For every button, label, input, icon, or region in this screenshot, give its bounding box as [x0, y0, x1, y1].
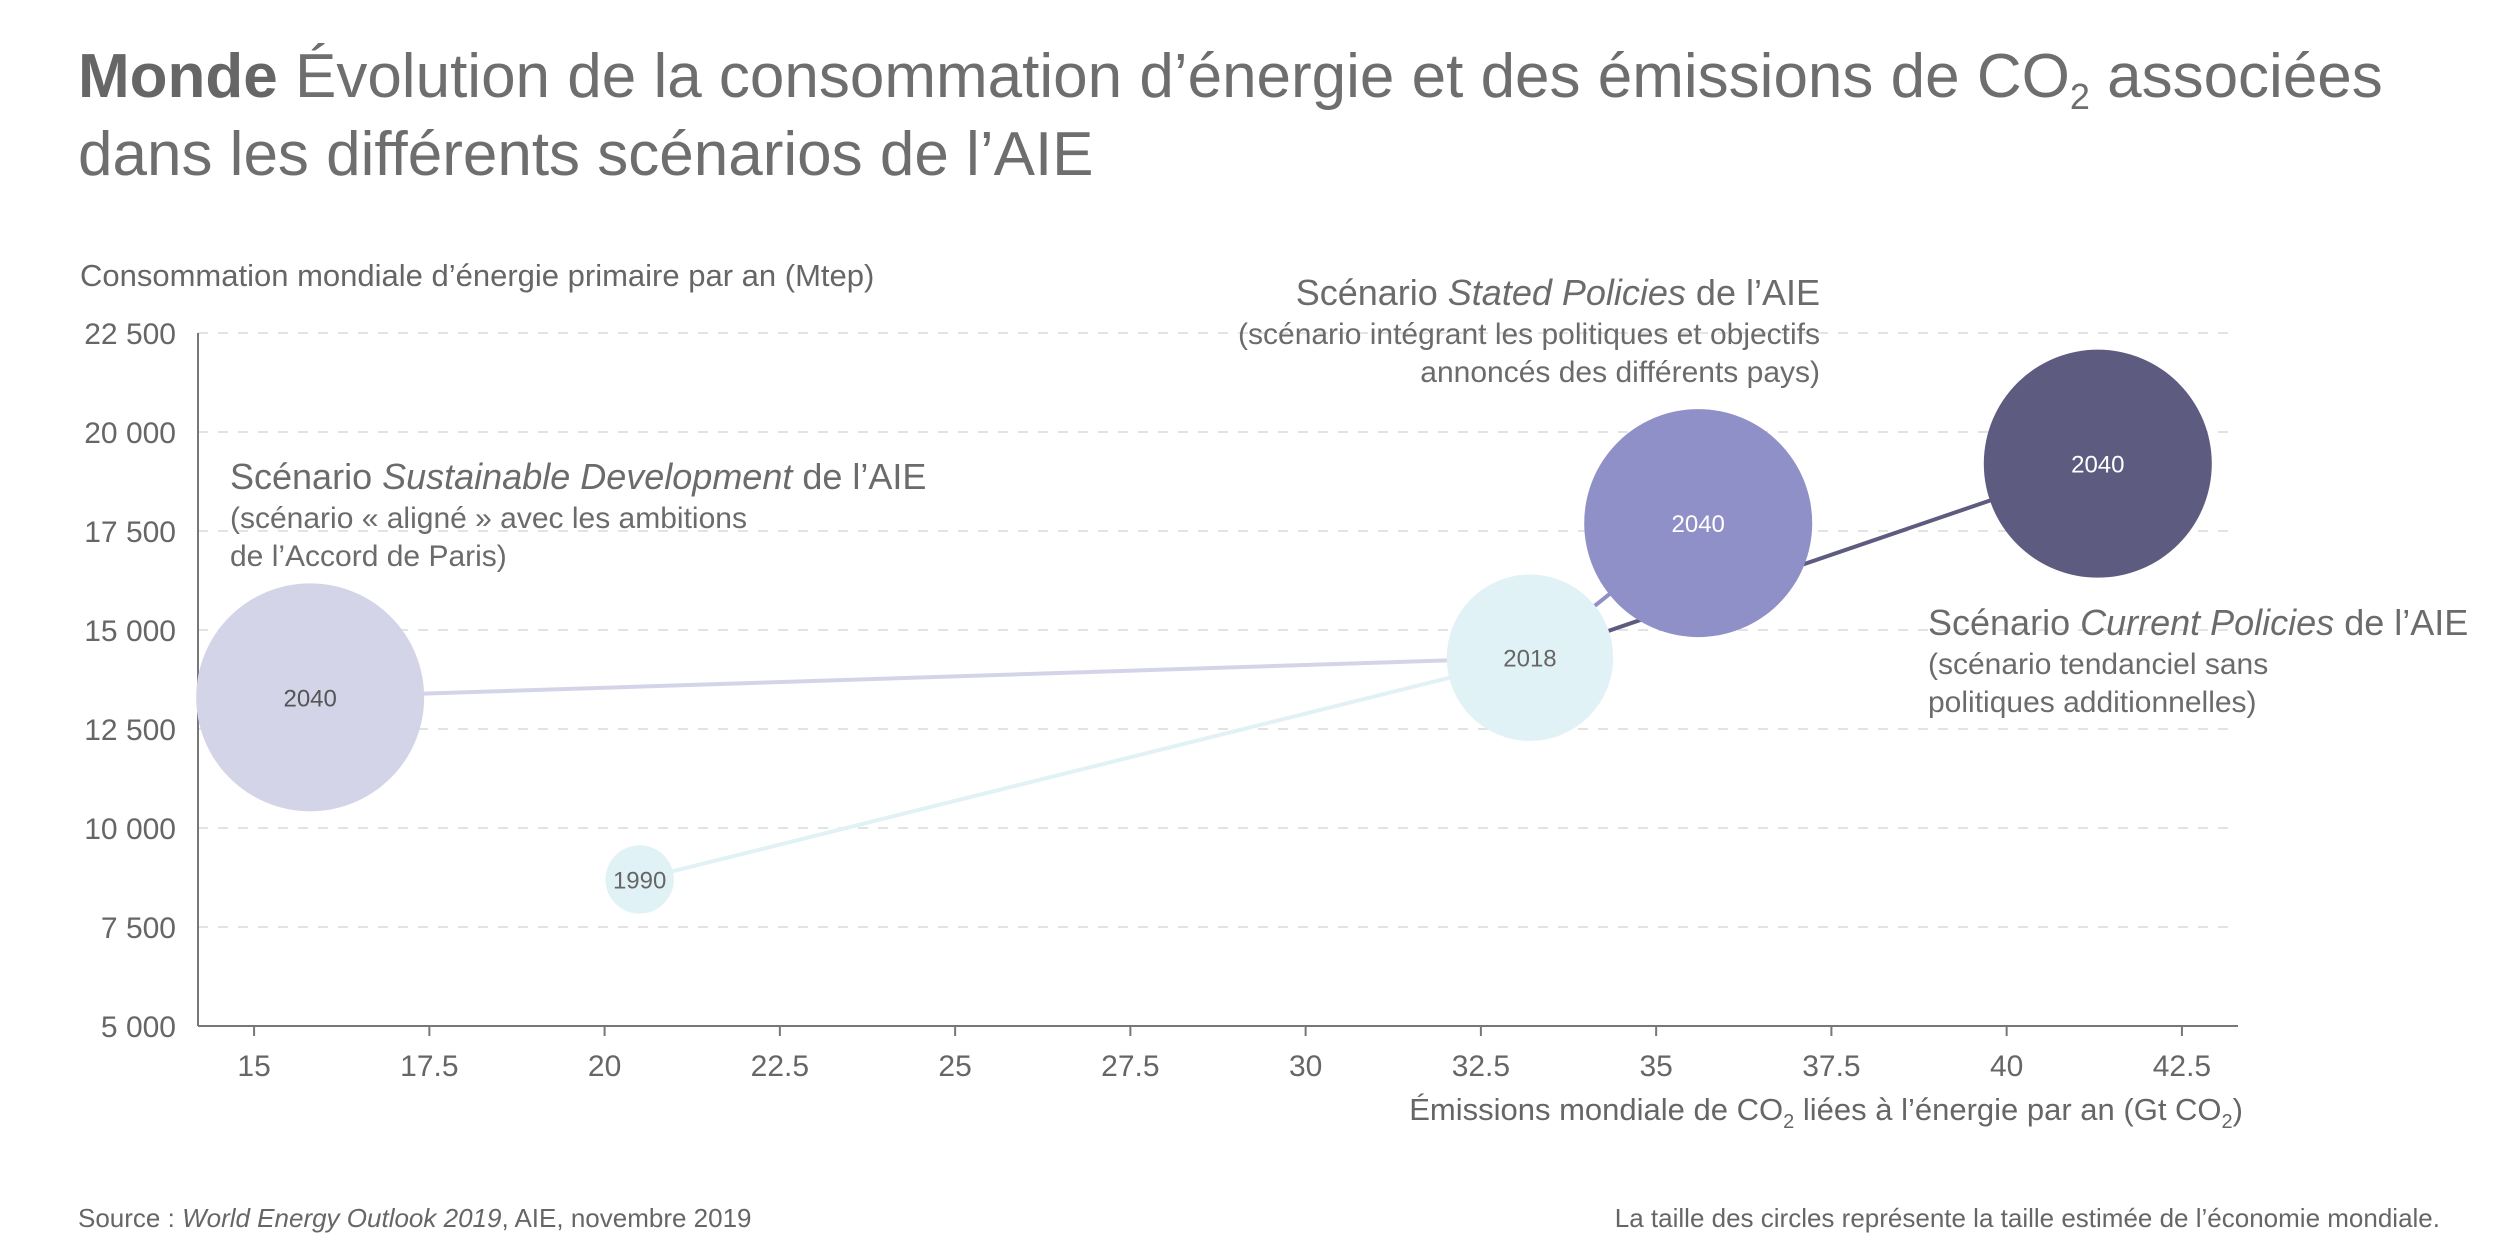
annotation-sd-heading: Scénario Sustainable Development de l’AI…: [230, 454, 990, 500]
x-tick-label: 42.5: [2153, 1050, 2211, 1083]
x-tick-label: 15: [237, 1050, 270, 1083]
x-axis-label-sub2: 2: [2221, 1111, 2233, 1133]
x-tick-label: 27.5: [1101, 1050, 1159, 1083]
title-region: Monde: [78, 42, 278, 111]
x-tick-label: 30: [1289, 1050, 1322, 1083]
title-text-end: associées dans les différents scénarios …: [78, 42, 2383, 189]
x-axis-label-end: ): [2232, 1092, 2243, 1127]
y-tick-label: 5 000: [101, 1011, 176, 1044]
annotation-sd-suffix: de l’AIE: [792, 456, 927, 497]
x-tick-label: 40: [1990, 1050, 2023, 1083]
x-tick-label: 22.5: [751, 1050, 809, 1083]
x-axis-label: Émissions mondiale de CO2 liées à l’éner…: [1409, 1092, 2243, 1132]
annotation-cp-italic: Current Policies: [2080, 602, 2335, 643]
source-note: Source : World Energy Outlook 2019, AIE,…: [78, 1203, 752, 1234]
annotation-sd-italic: Sustainable Development: [382, 456, 793, 497]
source-suffix: , AIE, novembre 2019: [501, 1203, 752, 1233]
annotation-cp-heading: Scénario Current Policies de l’AIE: [1928, 600, 2488, 646]
title-text: Évolution de la consommation d’énergie e…: [277, 42, 2070, 111]
connection-line: [639, 655, 1531, 882]
x-axis-label-sub: 2: [1783, 1111, 1795, 1133]
y-tick-label: 20 000: [84, 417, 176, 450]
bubble-p1990: [605, 845, 674, 914]
annotation-sp-heading: Scénario Stated Policies de l’AIE: [1060, 270, 1820, 316]
x-axis-label-text: Émissions mondiale de CO: [1409, 1092, 1784, 1127]
y-tick-label: 12 500: [84, 714, 176, 747]
x-axis-label-mid: liées à l’énergie par an (Gt CO: [1794, 1092, 2222, 1127]
bubble-label: 2040: [2071, 452, 2124, 479]
chart-title: Monde Évolution de la consommation d’éne…: [78, 38, 2458, 194]
annotation-cp-line2: politiques additionnelles): [1928, 686, 2257, 719]
annotation-cp-suffix: de l’AIE: [2334, 602, 2469, 643]
x-tick-label: 35: [1639, 1050, 1672, 1083]
x-tick-label: 17.5: [400, 1050, 458, 1083]
annotation-sd-line2: de l’Accord de Paris): [230, 540, 507, 573]
x-tick-label: 20: [588, 1050, 621, 1083]
bubble-label: 2040: [1672, 511, 1725, 538]
y-axis-label: Consommation mondiale d’énergie primaire…: [80, 258, 875, 293]
annotation-sp-prefix: Scénario: [1295, 272, 1448, 313]
connection-line: [310, 655, 1531, 700]
bubble-sp2040: [1584, 409, 1813, 638]
source-publication: World Energy Outlook 2019: [182, 1203, 502, 1233]
y-tick-label: 22 500: [84, 318, 176, 351]
annotation-current-policies: Scénario Current Policies de l’AIE (scén…: [1928, 600, 2488, 722]
x-tick-label: 25: [938, 1050, 971, 1083]
bubble-label: 2040: [283, 685, 336, 712]
axes: 5 000 7 500 10 000 12 500 15 000 17 500 20 000…: [84, 318, 2238, 1083]
x-tick-label: 37.5: [1802, 1050, 1860, 1083]
bubbles: 2040 2040 2040 2018 1990: [196, 349, 2212, 914]
size-note: La taille des circles représente la tail…: [1614, 1203, 2440, 1233]
x-tick-label: 32.5: [1452, 1050, 1510, 1083]
annotation-stated-policies: Scénario Stated Policies de l’AIE (scéna…: [1060, 270, 1820, 392]
y-tick-label: 10 000: [84, 813, 176, 846]
bubble-sd2040: [196, 583, 425, 812]
annotation-sp-italic: Stated Policies: [1447, 272, 1686, 313]
annotation-cp-prefix: Scénario: [1928, 602, 2081, 643]
bubble-cp2040: [1983, 349, 2212, 578]
bubble-p2018: [1446, 574, 1614, 741]
bubble-label: 1990: [613, 867, 666, 894]
y-tick-label: 17 500: [84, 516, 176, 549]
annotation-sp-suffix: de l’AIE: [1685, 272, 1820, 313]
annotation-sp-line2: annoncés des différents pays): [1420, 356, 1820, 389]
title-subscript: 2: [2069, 76, 2090, 117]
source-prefix: Source :: [78, 1203, 183, 1233]
annotation-cp-line1: (scénario tendanciel sans: [1928, 648, 2269, 681]
annotation-sp-line1: (scénario intégrant les politiques et ob…: [1238, 318, 1820, 351]
annotation-sd-line1: (scénario « aligné » avec les ambitions: [230, 502, 747, 535]
y-tick-label: 7 500: [101, 912, 176, 945]
bubble-label: 2018: [1503, 646, 1556, 673]
annotation-sustainable-development: Scénario Sustainable Development de l’AI…: [230, 454, 990, 576]
y-tick-label: 15 000: [84, 615, 176, 648]
annotation-sd-prefix: Scénario: [230, 456, 383, 497]
